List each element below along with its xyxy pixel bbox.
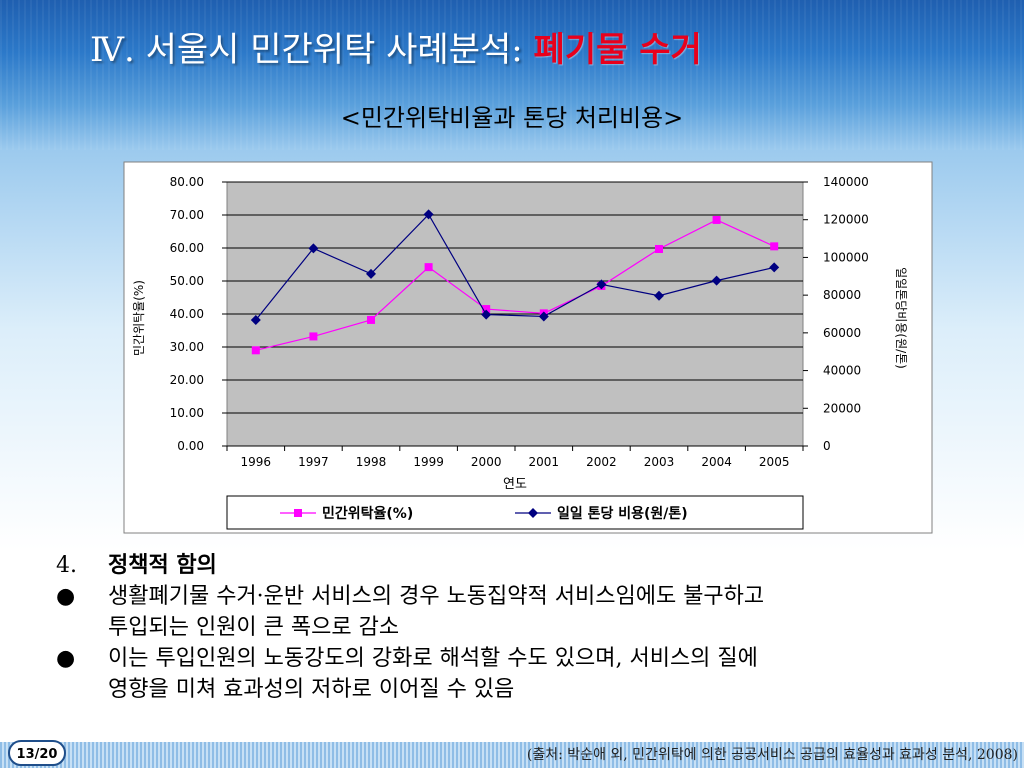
bullet-line: 이는 투입인원의 노동강도의 강화로 해석할 수도 있으며, 서비스의 질에 <box>108 646 758 671</box>
title-accent: 폐기물 수거 <box>533 30 702 70</box>
data-point <box>655 244 663 253</box>
slide-title: Ⅳ. 서울시 민간위탁 사례분석: 폐기물 수거 <box>90 22 702 71</box>
data-point <box>538 311 549 322</box>
data-point <box>482 305 491 314</box>
data-point <box>367 315 375 324</box>
data-point <box>769 262 780 273</box>
data-point <box>424 263 433 272</box>
data-point <box>308 243 319 254</box>
x-axis-label: 연도 <box>503 477 527 492</box>
data-point <box>596 279 607 290</box>
data-point <box>654 290 664 301</box>
y-right-tick-label: 100000 <box>823 250 869 264</box>
series-line <box>255 219 775 351</box>
bullet-item: ● 이는 투입인원의 노동강도의 강화로 해석할 수도 있으며, 서비스의 질에… <box>56 643 996 705</box>
policy-section: 4. 정책적 함의 ● 생활폐기물 수거·운반 서비스의 경우 노동집약적 서비… <box>56 550 996 705</box>
bullet-line: 영향을 미쳐 효과성의 저하로 이어질 수 있음 <box>108 677 515 702</box>
x-tick-label: 1999 <box>413 455 444 469</box>
legend-label: 민간위탁율(%) <box>322 505 413 522</box>
y-right-tick-label: 120000 <box>823 213 869 227</box>
bullet-text: 이는 투입인원의 노동강도의 강화로 해석할 수도 있으며, 서비스의 질에 영… <box>108 643 758 705</box>
y-left-tick-label: 60.00 <box>170 241 204 255</box>
bullet-icon: ● <box>56 584 76 609</box>
y-right-tick-label: 0 <box>823 439 831 453</box>
data-point <box>294 509 302 517</box>
title-main: Ⅳ. 서울시 민간위탁 사례분석: <box>90 30 534 70</box>
policy-heading: 4. 정책적 함의 <box>56 550 996 581</box>
dual-axis-line-chart: 0.00 10.00 20.00 30.00 40.00 50.00 60.00 70.00 8… <box>123 161 933 534</box>
data-point <box>366 268 376 279</box>
series-line <box>255 213 775 321</box>
y-left-tick-label: 0.00 <box>177 439 204 453</box>
data-point <box>770 242 779 251</box>
chart-caption: <민간위탁비율과 톤당 처리비용> <box>340 104 684 132</box>
data-point <box>423 209 434 220</box>
x-tick-label: 1998 <box>356 455 387 469</box>
bullet-item: ● 생활폐기물 수거·운반 서비스의 경우 노동집약적 서비스임에도 불구하고 … <box>56 581 996 643</box>
x-tick-label: 2003 <box>644 455 675 469</box>
y-left-tick-label: 40.00 <box>170 307 204 321</box>
footer-bar <box>0 742 1024 768</box>
y-left-tick-label: 30.00 <box>170 340 204 354</box>
y-left-tick-label: 50.00 <box>170 274 204 288</box>
data-point <box>481 309 492 320</box>
y-axis-left-label: 민간위탁율(%) <box>132 280 146 356</box>
y-left-tick-label: 20.00 <box>170 373 204 387</box>
data-point <box>528 508 538 518</box>
y-right-tick-label: 40000 <box>823 364 861 378</box>
x-tick-label: 2002 <box>586 455 617 469</box>
y-right-tick-label: 60000 <box>823 326 861 340</box>
x-tick-label: 2001 <box>529 455 560 469</box>
policy-number: 4. <box>56 553 77 578</box>
x-tick-label: 2004 <box>701 455 732 469</box>
data-point <box>309 332 318 341</box>
y-right-tick-label: 140000 <box>823 175 869 189</box>
source-citation: (출처: 박순애 외, 민간위탁에 의한 공공서비스 공급의 효율성과 효과성 … <box>526 747 1018 763</box>
header-banner <box>0 0 1024 150</box>
x-tick-label: 1997 <box>298 455 329 469</box>
x-tick-label: 1996 <box>241 455 272 469</box>
bullet-icon: ● <box>56 646 76 671</box>
data-point <box>251 346 260 355</box>
y-left-tick-label: 10.00 <box>170 406 204 420</box>
page-number: 13/20 <box>8 740 66 766</box>
y-left-tick-label: 80.00 <box>170 175 204 189</box>
policy-title: 정책적 함의 <box>108 552 217 578</box>
bullet-text: 생활폐기물 수거·운반 서비스의 경우 노동집약적 서비스임에도 불구하고 투입… <box>108 581 764 643</box>
y-axis-right-label: 일일톤당비용(원/톤) <box>894 267 908 369</box>
data-point <box>712 215 721 224</box>
x-tick-label: 2000 <box>471 455 502 469</box>
x-tick-label: 2005 <box>759 455 790 469</box>
y-left-tick-label: 70.00 <box>170 208 204 222</box>
y-right-tick-label: 20000 <box>823 401 861 415</box>
legend-label: 일일 톤당 비용(원/톤) <box>557 505 688 522</box>
y-right-tick-label: 80000 <box>823 288 861 302</box>
data-point <box>250 315 261 326</box>
data-point <box>711 275 722 286</box>
bullet-line: 투입되는 인원이 큰 폭으로 감소 <box>108 615 400 640</box>
bullet-line: 생활폐기물 수거·운반 서비스의 경우 노동집약적 서비스임에도 불구하고 <box>108 584 765 609</box>
